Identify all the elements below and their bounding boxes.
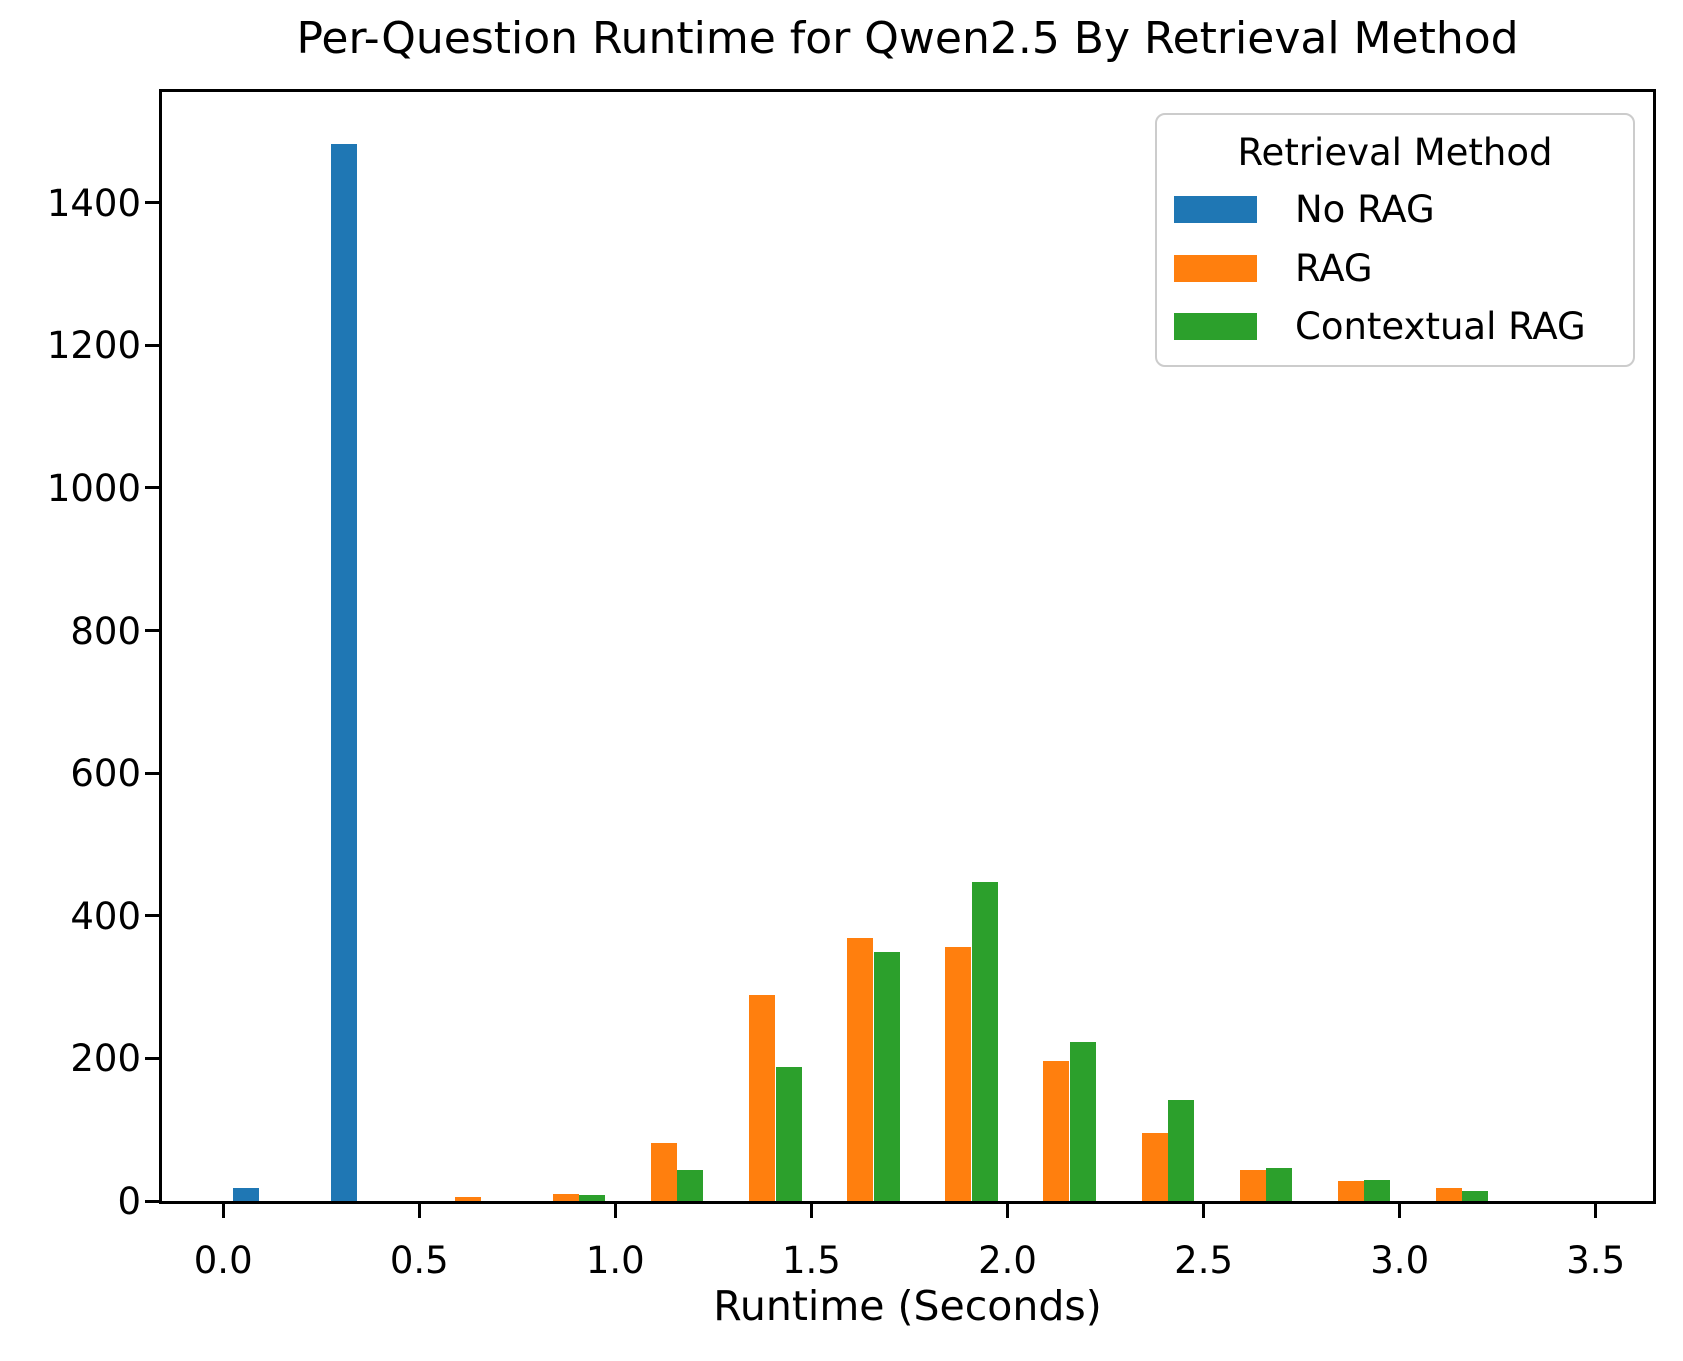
y-tick-label: 1200: [46, 324, 141, 368]
y-tick-label: 200: [70, 1037, 141, 1081]
legend-label-no-rag: No RAG: [1295, 187, 1435, 231]
x-tick-label: 1.5: [781, 1239, 841, 1282]
legend-item-no-rag: No RAG: [1174, 189, 1633, 230]
histogram-bar: [1239, 1169, 1266, 1201]
x-tick-mark: [1006, 1204, 1009, 1218]
histogram-bar: [749, 994, 776, 1201]
chart-title: Per-Question Runtime for Qwen2.5 By Retr…: [296, 13, 1519, 64]
y-tick-mark: [145, 201, 159, 204]
legend-swatch-rag: [1174, 254, 1257, 282]
histogram-bar: [331, 144, 358, 1201]
histogram-bar: [1461, 1191, 1488, 1201]
histogram-bar: [651, 1143, 678, 1201]
y-tick-mark: [145, 629, 159, 632]
x-tick-label: 2.0: [978, 1239, 1037, 1282]
x-tick-mark: [613, 1204, 617, 1218]
x-tick-mark: [221, 1204, 225, 1218]
x-axis-label: Runtime (Seconds): [713, 1282, 1102, 1330]
x-tick-mark: [1202, 1204, 1206, 1218]
y-tick-label: 1400: [46, 181, 141, 225]
legend: Retrieval Method No RAG RAG Contextual R…: [1155, 113, 1635, 367]
histogram-bar: [553, 1193, 580, 1201]
histogram-bar: [1043, 1060, 1070, 1201]
y-tick-mark: [145, 486, 159, 490]
x-tick-label: 1.0: [585, 1239, 645, 1282]
y-tick-label: 400: [70, 894, 141, 938]
y-tick-mark: [145, 771, 159, 775]
histogram-bar: [971, 881, 998, 1201]
y-tick-label: 600: [70, 752, 141, 796]
y-tick-mark: [145, 343, 159, 347]
histogram-bar: [1141, 1132, 1168, 1201]
histogram-bar: [1435, 1188, 1462, 1201]
x-tick-mark: [417, 1204, 421, 1218]
histogram-bar: [1167, 1100, 1194, 1201]
histogram-bar: [945, 947, 972, 1201]
x-tick-label: 3.0: [1370, 1239, 1430, 1282]
histogram-bar: [677, 1169, 704, 1201]
legend-label-rag: RAG: [1295, 246, 1373, 290]
y-tick-mark: [145, 914, 159, 918]
legend-item-contextual-rag: Contextual RAG: [1174, 306, 1633, 347]
histogram-bar: [1265, 1167, 1292, 1201]
legend-item-rag: RAG: [1174, 248, 1633, 289]
histogram-bar: [775, 1066, 802, 1201]
histogram-bar: [455, 1197, 482, 1201]
x-tick-label: 0.5: [389, 1239, 449, 1282]
x-tick-mark: [1594, 1204, 1598, 1218]
y-tick-label: 1000: [46, 466, 141, 510]
histogram-bar: [233, 1188, 260, 1201]
legend-swatch-contextual-rag: [1174, 313, 1257, 341]
y-tick-label: 800: [70, 609, 141, 653]
legend-swatch-no-rag: [1174, 195, 1257, 223]
histogram-bar: [579, 1194, 606, 1201]
x-tick-label: 2.5: [1174, 1239, 1234, 1282]
legend-title: Retrieval Method: [1237, 131, 1553, 174]
histogram-bar: [1363, 1179, 1390, 1201]
x-tick-label: 3.5: [1566, 1239, 1626, 1282]
x-tick-label: 0.0: [193, 1239, 253, 1282]
histogram-bar: [1069, 1042, 1096, 1201]
histogram-bar: [873, 952, 900, 1201]
y-tick-mark: [145, 1199, 159, 1203]
x-tick-mark: [809, 1204, 813, 1218]
histogram-bar: [847, 937, 874, 1201]
y-tick-mark: [145, 1056, 159, 1060]
y-tick-label: 0: [117, 1180, 141, 1223]
histogram-bar: [1337, 1181, 1364, 1201]
x-tick-mark: [1398, 1204, 1402, 1218]
legend-label-contextual-rag: Contextual RAG: [1295, 305, 1586, 349]
